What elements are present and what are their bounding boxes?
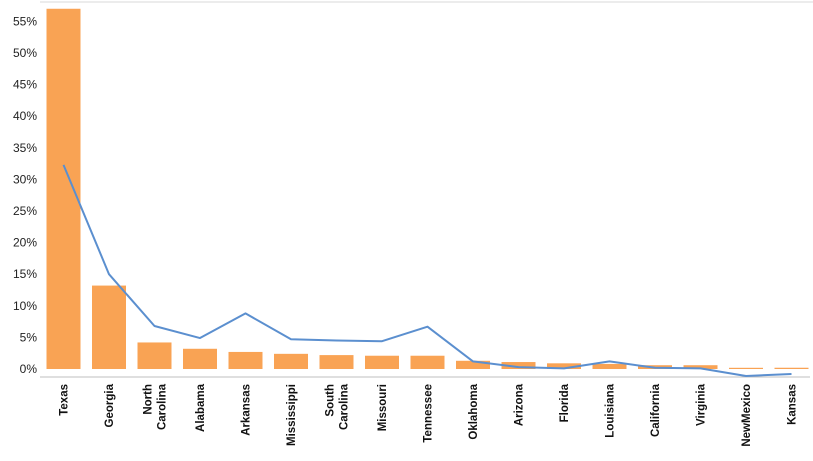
- y-tick-label: 20%: [13, 236, 37, 250]
- bar: [410, 355, 445, 369]
- x-tick-label: Oklahoma: [468, 383, 480, 439]
- bar: [92, 285, 126, 369]
- bar: [729, 367, 763, 369]
- bar-series: [46, 8, 809, 369]
- bar: [547, 363, 581, 369]
- bar: [365, 355, 399, 369]
- x-axis: Texas Georgia North Carolina Alabama Arkansas…: [59, 383, 799, 446]
- y-tick-label: 50%: [13, 46, 37, 60]
- x-tick-label: South Carolina: [325, 383, 351, 430]
- x-tick-label: Texas: [59, 384, 71, 416]
- bar: [319, 355, 354, 369]
- x-tick-label: Georgia: [104, 383, 116, 427]
- x-tick-label: NewMexico: [741, 384, 753, 447]
- x-tick-label: Missouri: [377, 384, 389, 431]
- y-tick-label: 55%: [13, 14, 37, 28]
- x-tick-label: Tennessee: [423, 384, 435, 443]
- x-tick-label: Mississippi: [286, 384, 298, 446]
- y-tick-label: 35%: [13, 141, 37, 155]
- x-tick-label: North Carolina: [143, 383, 169, 430]
- x-tick-label: Arkansas: [241, 384, 253, 436]
- x-tick-label: Louisiana: [605, 383, 617, 437]
- y-tick-label: 0%: [20, 362, 38, 376]
- bar: [183, 348, 217, 369]
- y-tick-label: 5%: [20, 330, 38, 344]
- y-axis: 0% 5% 10% 15% 20% 25% 30% 35% 40% 45% 50% 55%: [13, 14, 37, 376]
- x-tick-label: Kansas: [787, 384, 799, 425]
- line-series: [62, 164, 792, 377]
- bar: [501, 362, 536, 369]
- y-tick-label: 45%: [13, 78, 37, 92]
- y-tick-label: 25%: [13, 204, 37, 218]
- y-tick-label: 10%: [13, 299, 37, 313]
- bar: [228, 351, 263, 369]
- bar: [137, 342, 172, 369]
- y-tick-label: 30%: [13, 172, 37, 186]
- x-tick-label: Alabama: [195, 383, 207, 432]
- y-tick-label: 40%: [13, 109, 37, 123]
- bar: [274, 353, 308, 369]
- bar: [683, 365, 718, 369]
- x-tick-label: Virginia: [696, 383, 708, 426]
- x-tick-label: Florida: [559, 383, 571, 422]
- x-tick-label: California: [650, 383, 662, 437]
- y-tick-label: 15%: [13, 267, 37, 281]
- bar: [774, 367, 809, 369]
- bar: [46, 8, 81, 369]
- bar: [592, 363, 627, 369]
- bar: [456, 360, 490, 369]
- x-tick-label: Arizona: [514, 383, 526, 426]
